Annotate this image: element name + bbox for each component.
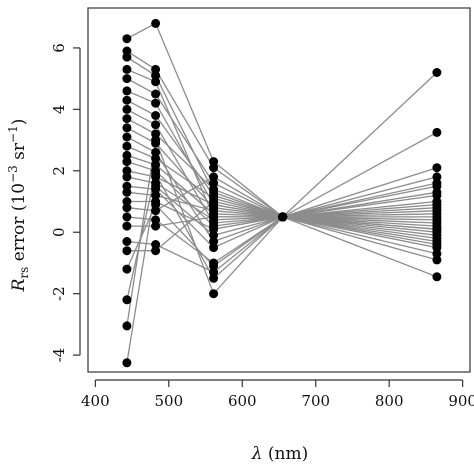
y-axis-exponent: −3 [6,165,20,183]
data-point [122,187,132,197]
data-point [151,221,161,231]
y-tick-label: 4 [50,105,68,115]
data-point [122,321,132,331]
y-axis-symbol: R [9,278,29,292]
data-point [432,272,442,282]
series-line-10 [126,127,438,218]
data-point [122,221,132,231]
series-lines [126,22,438,363]
data-point [122,172,132,182]
y-tick-label: -4 [50,348,68,363]
y-tick-label: -2 [50,286,68,301]
data-point [122,264,132,274]
data-point [122,157,132,167]
data-point [151,215,161,225]
data-point [122,64,132,74]
data-point [122,246,132,256]
data-point [209,163,219,173]
data-point [432,187,442,197]
data-point [209,172,219,182]
data-point [209,184,219,194]
data-point [432,249,442,259]
data-point [122,52,132,62]
y-axis-text: error (10 [9,183,29,267]
data-point [151,181,161,191]
data-point [122,104,132,114]
data-point [209,212,219,222]
x-axis: 400 500 600 700 800 900 [81,379,474,410]
data-point [122,237,132,246]
x-tick-label: 500 [154,392,183,410]
data-point [432,172,442,182]
data-point [151,77,161,87]
data-point [122,141,132,151]
data-point [209,197,219,206]
data-point [432,224,442,234]
data-point [122,197,132,206]
x-axis-symbol: λ [251,444,263,464]
data-point [151,240,161,249]
y-axis-unit: sr [9,142,29,165]
data-point [151,64,161,74]
data-point [122,212,132,222]
data-point [122,86,132,96]
data-point [209,206,219,216]
data-point [122,358,132,368]
x-tick-label: 400 [81,392,110,410]
y-tick-label: 0 [50,227,68,237]
data-point [278,212,288,222]
data-point [432,255,442,265]
data-point [209,230,219,240]
data-point [151,111,161,120]
y-axis-close: ) [9,119,29,126]
data-points [122,18,442,368]
data-point [122,74,132,84]
y-tick-label: 6 [50,43,68,53]
data-point [432,127,442,137]
x-tick-label: 600 [228,392,257,410]
data-point [151,129,161,139]
data-point [432,233,442,243]
plot-frame [87,7,471,373]
data-point [122,123,132,133]
data-point [122,203,132,213]
data-point [151,200,161,210]
data-point [151,169,161,179]
x-axis-unit: (nm) [263,444,309,464]
data-point [122,132,132,142]
data-point [151,18,161,28]
y-axis-subscript: rs [17,267,31,279]
data-point [151,120,161,130]
x-tick-label: 900 [448,392,474,410]
y-axis-unit-exponent: −1 [6,125,20,143]
data-point [209,273,219,283]
data-point [432,68,442,77]
data-point [122,295,132,305]
data-point [151,154,161,163]
y-axis: -4 -2 0 2 4 6 [50,43,81,363]
data-point [151,135,161,145]
data-point [209,289,219,299]
data-point [151,246,161,256]
data-point [209,261,219,271]
data-point [122,95,132,105]
x-axis-label: λ (nm) [251,444,309,464]
data-point [151,89,161,99]
data-point [151,98,161,108]
y-axis-label: Rrs error (10−3 sr−1) [6,119,31,293]
data-point [122,114,132,124]
x-tick-label: 700 [301,392,330,410]
data-point [122,34,132,44]
data-point [432,209,442,219]
data-point [209,243,219,253]
data-point [122,150,132,160]
y-tick-label: 2 [50,166,68,176]
data-point [432,178,442,188]
data-point [432,163,442,173]
x-tick-label: 800 [375,392,404,410]
